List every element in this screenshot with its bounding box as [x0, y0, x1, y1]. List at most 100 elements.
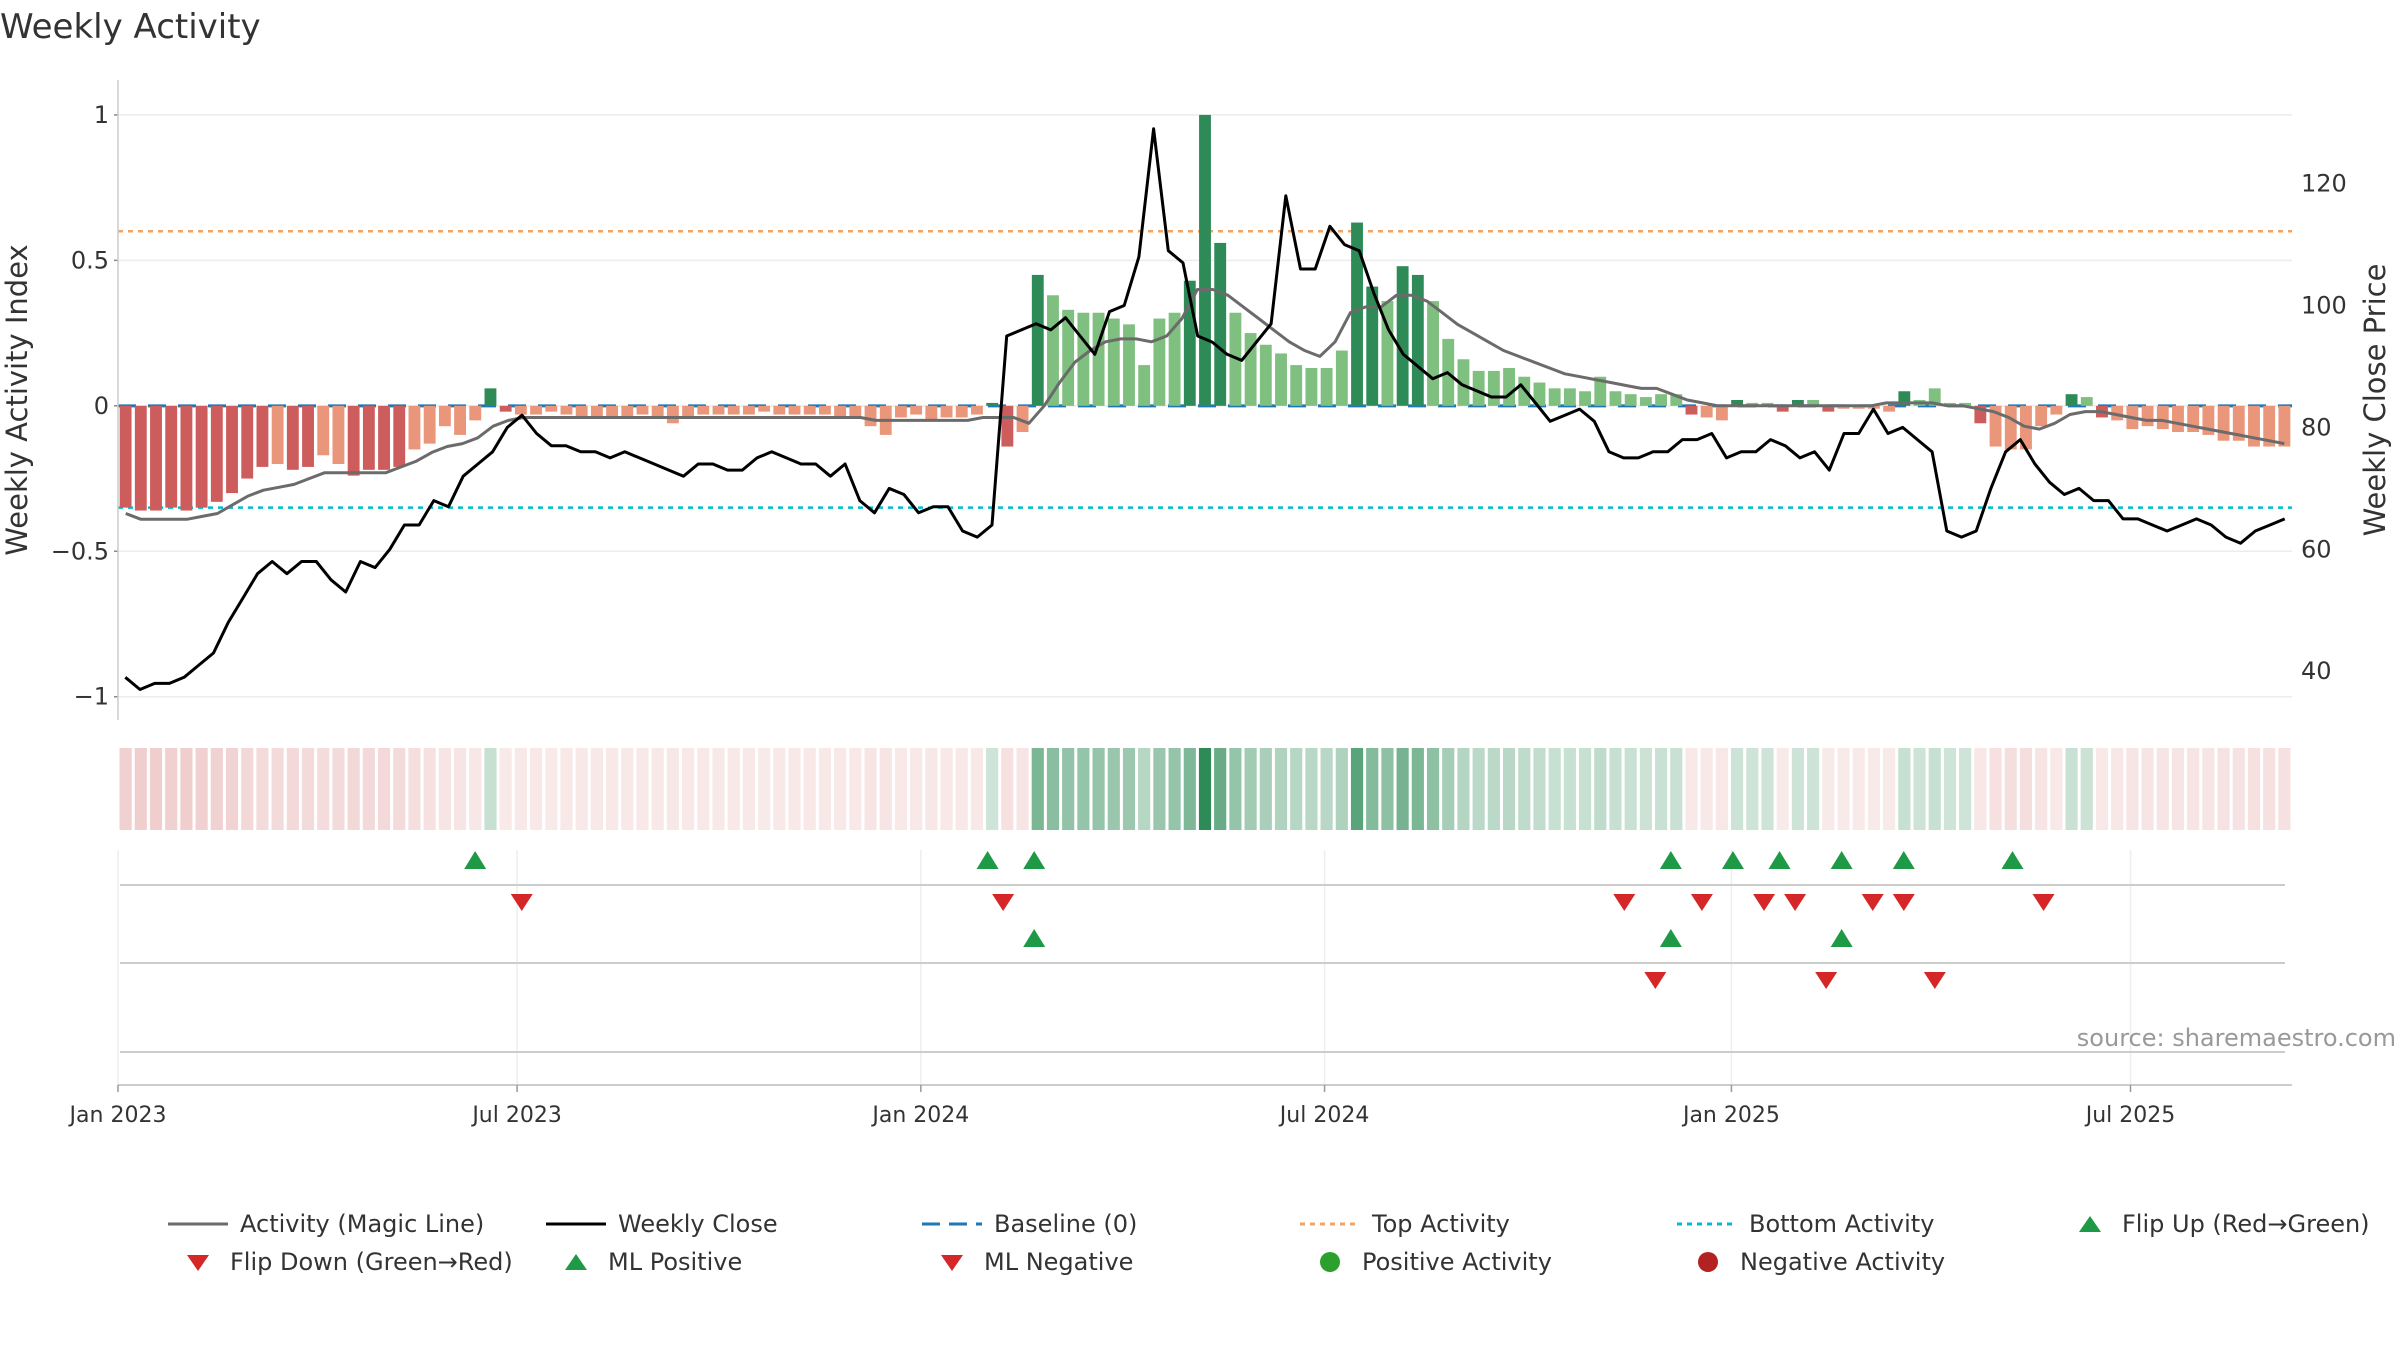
heat-cell: [1031, 748, 1044, 830]
heat-cell: [1502, 748, 1516, 830]
heat-cell: [1214, 748, 1227, 830]
heat-cell: [1715, 748, 1728, 830]
activity-bar: [1077, 312, 1090, 406]
activity-bar: [1107, 318, 1120, 406]
activity-bar: [1031, 274, 1044, 406]
x-tick-label: Jul 2024: [1278, 1103, 1370, 1128]
heat-cell: [2126, 748, 2139, 830]
heat-cell: [2111, 748, 2124, 830]
heat-cell: [682, 748, 695, 830]
activity-bar: [621, 405, 634, 418]
legend-item-flip-down: Flip Down (Green→Red): [178, 1248, 513, 1276]
y-tick-label-left: 0: [94, 392, 109, 420]
up-marker: [1659, 929, 1682, 947]
heat-cell: [1016, 748, 1029, 830]
heat-cell: [758, 748, 771, 830]
activity-bar: [302, 405, 314, 467]
activity-bar: [1685, 405, 1698, 415]
heat-cell: [651, 748, 664, 830]
down-marker: [510, 894, 533, 911]
activity-bar: [1898, 391, 1911, 406]
heat-cell: [834, 748, 847, 830]
heat-cell: [2217, 748, 2230, 830]
activity-bar: [682, 405, 695, 418]
activity-bar: [803, 405, 816, 415]
source-credit: source: sharemaestro.com: [2077, 1024, 2396, 1052]
heat-cell: [1883, 748, 1896, 830]
heat-cell: [1168, 748, 1181, 830]
activity-bar: [514, 405, 527, 415]
heat-cell: [621, 748, 634, 830]
activity-bar: [2065, 394, 2078, 406]
heat-cell: [636, 748, 649, 830]
heat-cell: [1472, 748, 1485, 830]
heat-cell: [256, 748, 269, 830]
activity-bar: [286, 405, 299, 470]
y-tick-label-left: −1: [74, 683, 109, 711]
heat-cell: [195, 748, 208, 830]
heat-cell: [742, 748, 755, 830]
heat-cell: [393, 748, 406, 830]
activity-bar: [469, 405, 482, 421]
heat-cell: [955, 748, 968, 830]
activity-bar: [226, 405, 238, 494]
activity-bar: [971, 405, 983, 415]
heat-cell: [1290, 748, 1303, 830]
baseline-swatch-icon: [922, 1222, 982, 1226]
heat-cell: [438, 748, 451, 830]
up-marker: [1830, 929, 1853, 947]
activity-bar: [697, 405, 710, 415]
heat-cell: [180, 748, 193, 830]
heat-cell: [347, 748, 360, 830]
legend-label: Positive Activity: [1362, 1248, 1552, 1276]
legend-label: Activity (Magic Line): [240, 1210, 485, 1238]
activity-bar: [1411, 274, 1424, 406]
activity-bar: [1883, 405, 1896, 412]
heat-cell: [2141, 748, 2154, 830]
heat-cell: [818, 748, 832, 830]
heat-cell: [362, 748, 375, 830]
heat-cell: [1122, 748, 1136, 830]
heat-cell: [514, 748, 527, 830]
flip-up-triangle-icon: [2079, 1216, 2101, 1232]
activity-bar: [1700, 405, 1713, 418]
heat-cell: [1746, 748, 1759, 830]
activity-bar: [1244, 333, 1257, 406]
legend-item-ml-negative: ML Negative: [932, 1248, 1133, 1276]
heat-cell: [453, 748, 467, 830]
down-marker: [1644, 972, 1667, 989]
activity-bar: [1579, 391, 1591, 406]
activity-bar: [332, 405, 345, 464]
activity-bar: [165, 405, 178, 508]
heat-cell: [849, 748, 862, 830]
y-tick-label-right: 80: [2301, 413, 2332, 441]
heat-cell: [469, 748, 482, 830]
heat-cell: [1274, 748, 1288, 830]
heat-cell: [1153, 748, 1166, 830]
activity-bar: [2278, 405, 2291, 447]
weekly-activity-chart: Weekly Activity 1 0.5 0 −0.5 −1 120 100 80 60 40 J…: [0, 7, 2396, 1128]
heat-cell: [803, 748, 816, 830]
heat-cell: [225, 748, 239, 830]
activity-bar: [1123, 324, 1135, 406]
heat-cell: [1700, 748, 1713, 830]
down-marker: [1892, 894, 1915, 911]
activity-bar: [1715, 405, 1728, 421]
activity-bar: [1001, 405, 1014, 447]
activity-bars: [119, 114, 2291, 511]
activity-bar: [1776, 405, 1789, 412]
legend-item-flip-up: Flip Up (Red→Green): [2070, 1210, 2370, 1238]
heat-cell: [1761, 748, 1774, 830]
legend-item-positive-activity: Positive Activity: [1310, 1248, 1552, 1276]
legend-label: Flip Down (Green→Red): [230, 1248, 513, 1276]
activity-bar: [1503, 368, 1515, 406]
activity-bar: [1214, 242, 1227, 406]
activity-bar: [2080, 397, 2093, 406]
activity-bar: [119, 405, 132, 508]
heat-cell: [1183, 748, 1196, 830]
activity-bar: [1320, 368, 1333, 406]
heat-cell: [1639, 748, 1652, 830]
activity-bar: [788, 405, 801, 415]
activity-bar: [1563, 388, 1576, 406]
activity-bar: [758, 405, 771, 412]
